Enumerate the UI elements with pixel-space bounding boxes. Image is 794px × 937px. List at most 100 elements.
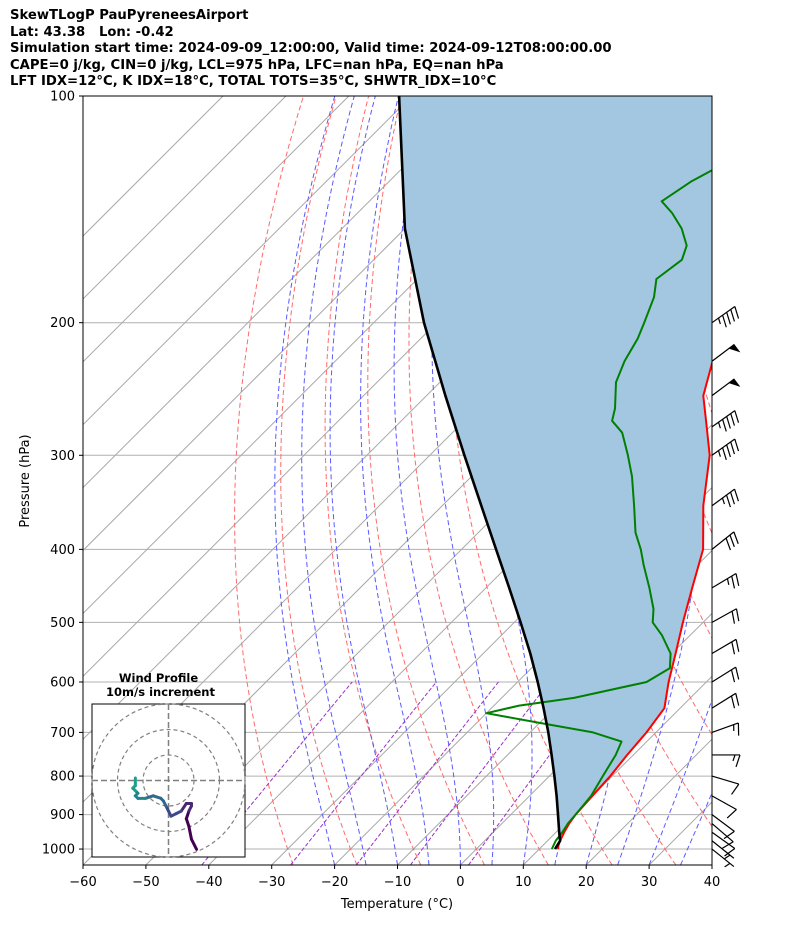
barb-staff — [712, 796, 736, 810]
barb-half — [725, 863, 730, 866]
barb-full — [723, 448, 727, 460]
x-tick-label: −60 — [69, 875, 96, 890]
wind-barb — [712, 439, 739, 460]
wind-barb — [712, 489, 738, 507]
y-tick-label: 600 — [50, 675, 75, 690]
barb-full — [727, 445, 731, 457]
wind-barb — [712, 609, 739, 624]
barb-staff — [712, 815, 734, 832]
barb-full — [736, 609, 738, 621]
wind-barb — [712, 573, 739, 588]
barb-flag — [729, 379, 741, 387]
wind-barb — [712, 344, 740, 361]
barb-full — [735, 306, 739, 318]
x-tick-label: 30 — [641, 875, 658, 890]
dry-adiabat — [727, 96, 794, 865]
barb-full — [731, 414, 735, 426]
barb-staff — [712, 489, 735, 506]
barb-full — [726, 538, 730, 550]
barb-half — [722, 498, 724, 504]
barb-staff — [712, 824, 733, 842]
barb-full — [732, 611, 734, 623]
barb-staff — [712, 439, 735, 455]
y-tick-label: 300 — [50, 449, 75, 464]
x-tick-label: 0 — [456, 875, 464, 890]
x-tick-label: −50 — [132, 875, 159, 890]
wind-barb — [712, 755, 740, 767]
barb-half — [719, 451, 721, 457]
x-tick-label: −20 — [321, 875, 348, 890]
barb-staff — [712, 723, 738, 732]
wind-barb — [712, 379, 740, 396]
y-tick-label: 500 — [50, 616, 75, 631]
hodograph-inset: Wind Profile10m/s increment — [92, 671, 245, 857]
barb-full — [727, 809, 736, 818]
barb-full — [731, 442, 735, 454]
isotherm-line — [712, 96, 794, 865]
barb-full — [732, 784, 739, 794]
mixing-ratio-line — [410, 682, 549, 865]
wind-barb — [712, 639, 739, 654]
x-tick-label: 10 — [515, 875, 532, 890]
barb-half — [733, 755, 735, 761]
barb-staff — [712, 411, 735, 427]
x-tick-label: 40 — [704, 875, 721, 890]
y-tick-label: 900 — [50, 808, 75, 823]
y-tick-label: 100 — [50, 90, 75, 105]
barb-full — [727, 416, 731, 428]
barb-flag — [729, 344, 741, 352]
y-axis-label: Pressure (hPa) — [18, 434, 33, 527]
y-tick-label: 400 — [50, 543, 75, 558]
barb-full — [736, 755, 740, 767]
barb-full — [722, 842, 733, 849]
x-axis-label: Temperature (°C) — [340, 897, 453, 912]
dry-adiabat — [281, 96, 357, 865]
x-tick-label: 20 — [578, 875, 595, 890]
wind-barb — [712, 306, 739, 327]
barb-full — [735, 411, 739, 423]
barb-full — [723, 419, 727, 431]
barb-full — [732, 576, 735, 588]
wind-barbs — [712, 306, 740, 866]
barb-full — [732, 670, 735, 682]
dry-adiabat — [760, 96, 794, 865]
barb-full — [730, 535, 734, 547]
barb-full — [736, 639, 739, 651]
barb-staff — [712, 776, 739, 784]
y-tick-label: 700 — [50, 726, 75, 741]
y-tick-label: 1000 — [42, 843, 75, 858]
barb-staff — [712, 532, 734, 549]
wind-barb — [712, 693, 739, 708]
y-tick-label: 200 — [50, 316, 75, 331]
barb-full — [736, 573, 739, 585]
wind-barb — [712, 411, 739, 432]
y-tick-label: 800 — [50, 770, 75, 785]
barb-full — [732, 696, 735, 708]
barb-full — [736, 667, 739, 679]
mixing-ratio-line — [291, 682, 437, 865]
barb-half — [727, 579, 728, 585]
x-tick-label: −40 — [195, 875, 222, 890]
barb-staff — [712, 306, 735, 322]
wind-barb — [712, 667, 739, 682]
wind-barb — [712, 723, 739, 736]
moist-adiabat — [275, 96, 335, 865]
barb-full — [723, 315, 727, 327]
cape-shading — [399, 96, 794, 849]
hodograph-title: Wind Profile — [119, 671, 199, 685]
barb-full — [734, 532, 738, 544]
barb-full — [731, 309, 735, 321]
barb-full — [736, 693, 739, 705]
x-tick-label: −10 — [384, 875, 411, 890]
barb-full — [732, 642, 735, 654]
moist-adiabat — [302, 96, 366, 865]
wind-barb — [712, 532, 738, 550]
barb-full — [727, 312, 731, 324]
wind-barb — [712, 776, 739, 794]
x-tick-label: −30 — [258, 875, 285, 890]
barb-full — [731, 492, 735, 504]
barb-full — [727, 495, 731, 507]
barb-half — [719, 318, 721, 324]
wind-barb — [712, 796, 736, 818]
